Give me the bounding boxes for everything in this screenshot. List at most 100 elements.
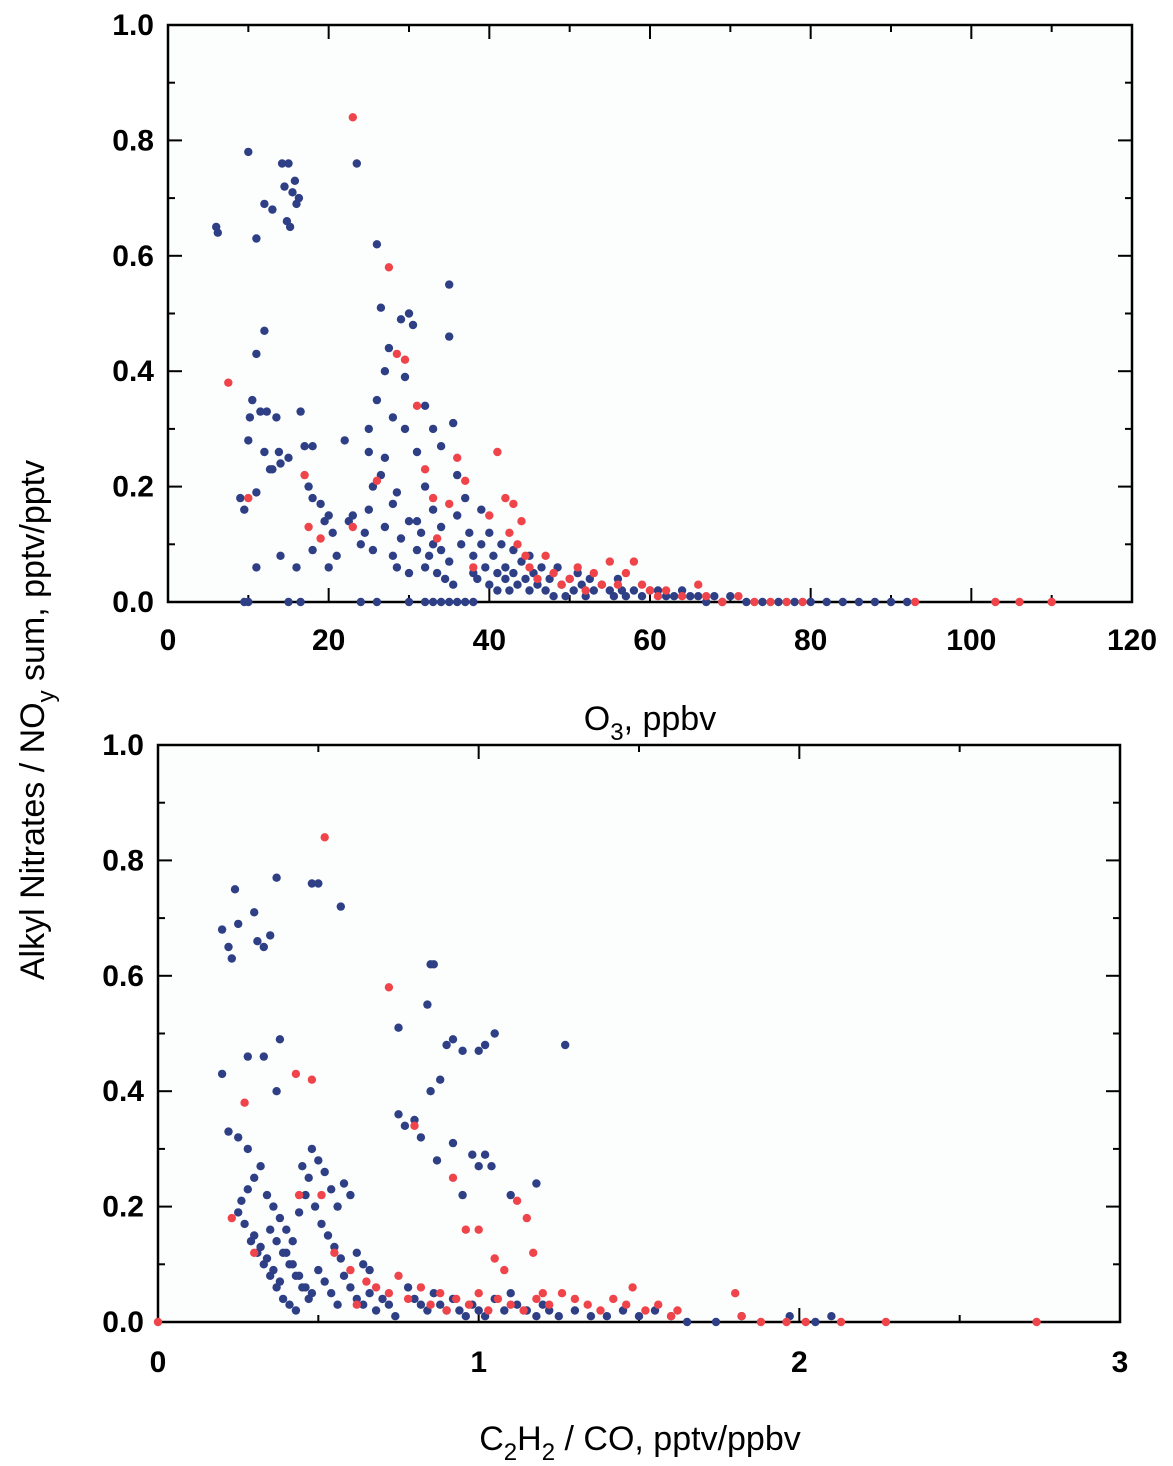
bottom-red-point	[227, 1213, 236, 1223]
top-blue-point	[276, 459, 285, 468]
bottom-blue-point	[227, 954, 236, 963]
bottom-blue-point	[330, 1242, 339, 1252]
bottom-blue-point	[278, 1294, 288, 1304]
bottom-xlabel-sub1: 2	[504, 1439, 517, 1466]
top-red-point	[565, 574, 574, 584]
bottom-blue-point	[480, 1150, 490, 1159]
top-blue-point	[854, 597, 864, 607]
bottom-blue-point	[359, 1300, 368, 1309]
top-blue-point	[416, 528, 426, 537]
top-blue-point	[669, 592, 679, 601]
top-red-point	[541, 551, 550, 560]
bottom-ytick-label: 0.0	[102, 1306, 144, 1339]
top-blue-point	[436, 522, 446, 532]
top-blue-point	[252, 563, 261, 572]
bottom-ytick-label: 0.4	[102, 1075, 144, 1108]
top-blue-point	[400, 424, 410, 434]
top-blue-point	[272, 413, 281, 422]
top-x-axis-label: O3, ppbv	[584, 700, 716, 746]
top-blue-point	[404, 568, 414, 578]
bottom-blue-point	[243, 1185, 252, 1194]
top-blue-point	[248, 395, 257, 405]
bottom-blue-point	[314, 1265, 323, 1275]
bottom-red-point	[609, 1294, 618, 1304]
bottom-blue-point	[586, 1312, 596, 1321]
top-blue-point	[324, 563, 333, 572]
bottom-blue-point	[259, 942, 268, 952]
top-red-point	[300, 470, 309, 480]
top-blue-point	[493, 568, 502, 578]
bottom-blue-point	[269, 1202, 278, 1211]
bottom-blue-point	[394, 1110, 403, 1119]
bottom-panel: 0.00.20.40.60.81.00 1 2 3 C2H2 / CO, pptv/p…	[102, 729, 1128, 1466]
top-blue-point	[288, 188, 297, 197]
top-blue-point	[838, 597, 847, 607]
bottom-red-point	[436, 1289, 445, 1298]
bottom-red-point	[426, 1300, 435, 1309]
bottom-blue-point	[346, 1283, 355, 1292]
top-red-point	[549, 568, 558, 578]
top-blue-point	[461, 597, 470, 607]
bottom-blue-point	[474, 1306, 483, 1315]
top-xtick-label: 80	[794, 624, 827, 657]
bottom-blue-point	[538, 1300, 547, 1309]
bottom-red-point	[474, 1289, 483, 1298]
bottom-blue-point	[429, 1289, 438, 1298]
top-blue-point	[213, 228, 222, 237]
bottom-red-point	[384, 1289, 394, 1298]
bottom-blue-point	[285, 1260, 294, 1269]
bottom-blue-point	[378, 1294, 387, 1304]
bottom-blue-point	[561, 1040, 570, 1050]
bottom-blue-point	[266, 1271, 275, 1281]
top-red-point	[453, 453, 462, 462]
bottom-blue-point	[304, 1294, 313, 1304]
top-blue-point	[424, 551, 434, 560]
top-blue-point	[533, 580, 542, 589]
top-red-point	[392, 349, 402, 359]
top-blue-point	[774, 597, 783, 607]
bottom-blue-point	[217, 1069, 227, 1079]
bottom-blue-point	[256, 1162, 265, 1171]
bottom-blue-point	[436, 1075, 445, 1084]
top-ytick-label: 1.0	[112, 9, 154, 42]
top-red-point	[485, 511, 494, 520]
bottom-red-point	[500, 1265, 509, 1275]
top-blue-point	[513, 580, 522, 589]
bottom-red-point	[1032, 1317, 1041, 1327]
bottom-xtick-label: 3	[1112, 1346, 1129, 1379]
top-blue-point	[284, 597, 293, 607]
y-axis-label-part2: sum, pptv/pptv	[14, 460, 52, 691]
bottom-blue-point	[474, 1046, 483, 1056]
top-blue-point	[477, 540, 486, 549]
top-blue-point	[372, 597, 382, 607]
top-xtick-label: 0	[160, 624, 177, 657]
top-red-point	[637, 580, 647, 589]
top-ytick-label: 0.0	[112, 586, 154, 619]
top-red-point	[469, 563, 478, 572]
bottom-blue-point	[272, 1283, 281, 1292]
bottom-blue-point	[275, 1035, 285, 1044]
bottom-blue-point	[365, 1265, 374, 1275]
top-red-point	[1015, 597, 1024, 607]
bottom-blue-point	[352, 1248, 361, 1258]
top-xtick-label: 60	[633, 624, 666, 657]
bottom-blue-point	[278, 1248, 288, 1258]
bottom-blue-point	[250, 1173, 259, 1183]
bottom-red-point	[384, 983, 394, 992]
bottom-blue-point	[336, 1254, 345, 1263]
bottom-ytick-label: 1.0	[102, 729, 144, 762]
bottom-blue-point	[323, 1231, 333, 1240]
top-blue-point	[277, 159, 287, 168]
top-blue-point	[453, 470, 462, 480]
bottom-blue-point	[250, 908, 259, 917]
bottom-blue-point	[480, 1040, 490, 1050]
bottom-blue-point	[307, 879, 317, 888]
top-blue-point	[380, 367, 390, 376]
bottom-blue-point	[272, 873, 281, 882]
bottom-blue-point	[394, 1023, 403, 1032]
top-blue-point	[268, 465, 277, 474]
top-blue-point	[392, 563, 402, 572]
bottom-blue-point	[429, 960, 438, 969]
top-blue-point	[384, 343, 394, 353]
bottom-blue-point	[246, 1237, 256, 1246]
